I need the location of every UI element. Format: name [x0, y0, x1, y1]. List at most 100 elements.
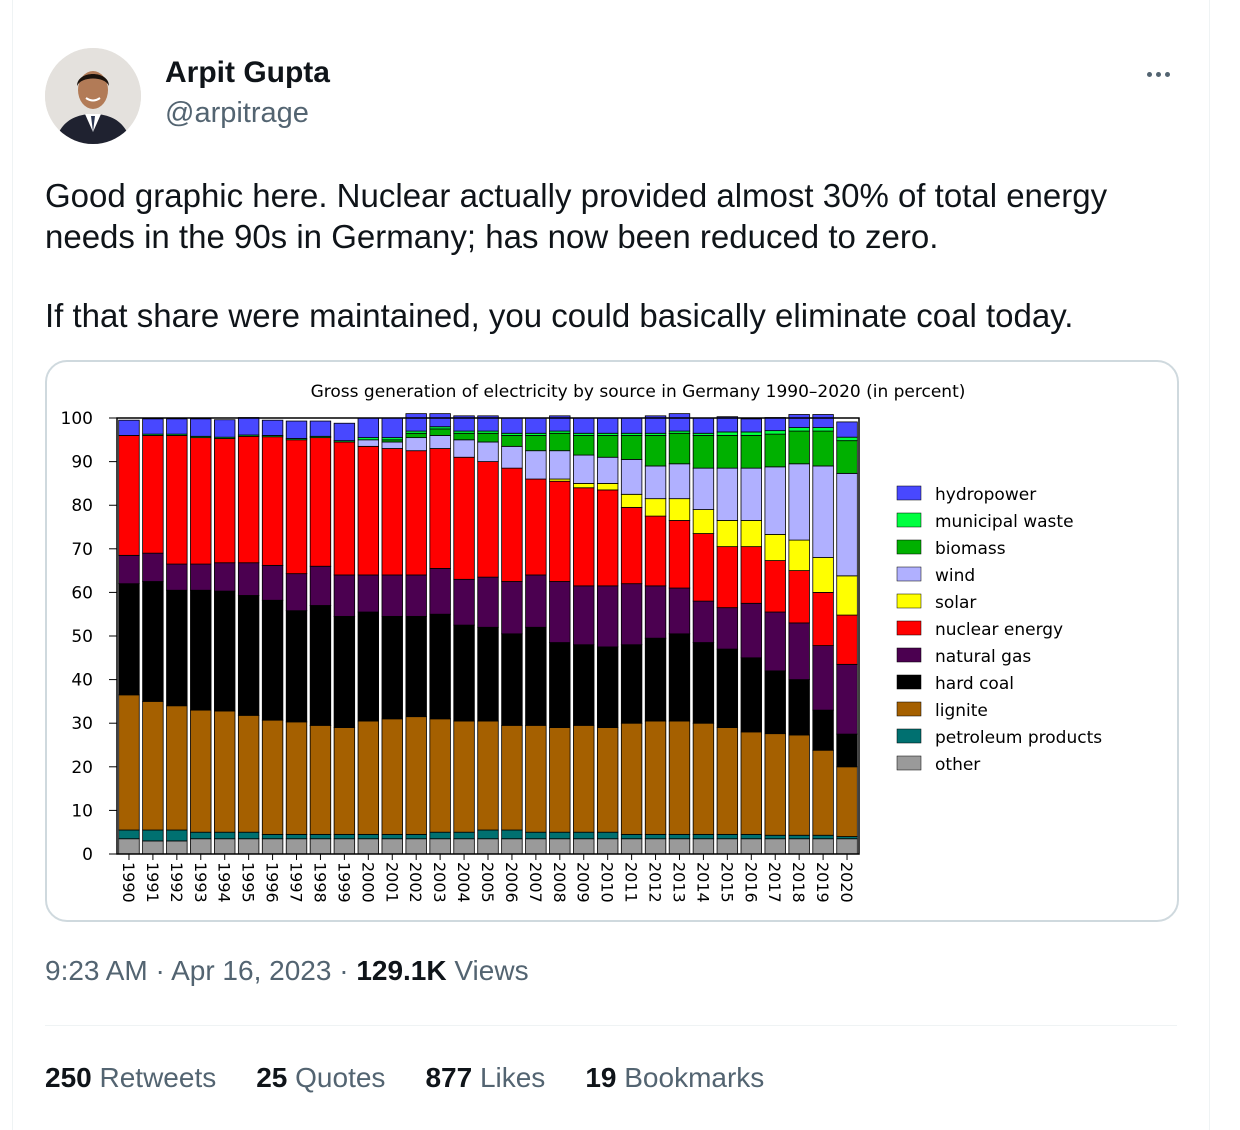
- bar-segment: [788, 622, 810, 681]
- bar-segment: [788, 734, 810, 836]
- bar-segment: [764, 560, 786, 613]
- bar-segment: [620, 722, 643, 835]
- bar-segment: [237, 562, 260, 596]
- bar-segment: [573, 585, 595, 646]
- bar-segment: [740, 602, 762, 659]
- bar-segment: [812, 709, 834, 751]
- tweet-time[interactable]: 9:23 AM: [45, 955, 148, 986]
- bar-segment: [214, 710, 236, 833]
- bar-segment: [525, 478, 547, 576]
- bar-segment: [357, 720, 380, 835]
- bar-segment: [692, 467, 715, 510]
- bar-segment: [716, 467, 739, 521]
- bar-segment: [405, 450, 427, 576]
- quotes-stat[interactable]: 25 Quotes: [256, 1062, 385, 1094]
- tweet-paragraph: If that share were maintained, you could…: [45, 297, 1074, 334]
- legend-swatch: [896, 647, 922, 663]
- bar-segment: [764, 534, 786, 561]
- legend-swatch: [896, 512, 922, 528]
- x-tick-label: 2006: [502, 862, 521, 903]
- x-tick-label: 2016: [741, 862, 760, 903]
- bar-segment: [836, 436, 858, 442]
- x-tick-label: 1999: [334, 862, 353, 903]
- bar-segment: [812, 645, 834, 711]
- bar-segment: [501, 435, 523, 447]
- bar-segment: [836, 440, 858, 474]
- bar-segment: [573, 644, 595, 726]
- bar-segment: [620, 833, 643, 840]
- bar-segment: [644, 515, 667, 587]
- bar-segment: [836, 766, 858, 837]
- legend-label: other: [935, 755, 980, 775]
- bar-segment: [261, 838, 284, 855]
- more-options-icon[interactable]: [1138, 60, 1178, 88]
- bar-segment: [692, 435, 715, 469]
- bar-segment: [620, 417, 643, 434]
- bar-segment: [812, 427, 834, 432]
- bar-segment: [740, 833, 762, 840]
- meta-separator: ·: [155, 955, 165, 986]
- bar-segment: [261, 719, 284, 835]
- bar-segment: [190, 563, 212, 591]
- bar-segment: [190, 838, 212, 855]
- bar-segment: [118, 829, 140, 840]
- bar-segment: [812, 465, 834, 558]
- bar-segment: [764, 417, 786, 432]
- bar-segment: [836, 733, 858, 768]
- bar-segment: [501, 724, 523, 831]
- bar-segment: [429, 613, 451, 720]
- bar-segment: [237, 831, 260, 840]
- bar-segment: [573, 838, 595, 855]
- bar-segment: [237, 714, 260, 833]
- author-name[interactable]: Arpit Gupta: [165, 56, 330, 89]
- bar-segment: [357, 838, 380, 855]
- legend-label: municipal waste: [935, 512, 1074, 532]
- bar-segment: [812, 838, 834, 855]
- bar-segment: [477, 415, 499, 432]
- bar-segment: [261, 599, 284, 721]
- bar-segment: [501, 829, 523, 840]
- bar-segment: [453, 415, 475, 432]
- bar-segment: [357, 574, 380, 613]
- bar-segment: [405, 437, 427, 452]
- bar-segment: [166, 435, 188, 565]
- bar-segment: [692, 833, 715, 840]
- bar-segment: [764, 430, 786, 435]
- tweet-date[interactable]: Apr 16, 2023: [171, 955, 332, 986]
- bar-segment: [501, 445, 523, 469]
- bar-segment: [668, 633, 691, 722]
- bar-segment: [764, 611, 786, 672]
- bar-segment: [573, 454, 595, 484]
- bar-segment: [525, 626, 547, 726]
- bar-segment: [309, 724, 332, 835]
- x-tick-label: 2002: [406, 862, 425, 903]
- legend-label: biomass: [935, 539, 1006, 559]
- bar-segment: [764, 670, 786, 735]
- likes-stat[interactable]: 877 Likes: [425, 1062, 545, 1094]
- y-tick-label: 30: [71, 714, 93, 734]
- bar-segment: [812, 414, 834, 428]
- x-tick-label: 2004: [454, 862, 473, 903]
- bookmarks-stat[interactable]: 19 Bookmarks: [585, 1062, 764, 1094]
- bar-segment: [596, 489, 619, 587]
- bar-segment: [692, 417, 715, 434]
- bar-segment: [405, 574, 427, 617]
- author-handle[interactable]: @arpitrage: [165, 97, 309, 129]
- x-tick-label: 1991: [143, 862, 162, 903]
- bar-segment: [596, 727, 619, 833]
- engagement-stats: 250 Retweets 25 Quotes 877 Likes 19 Book…: [45, 1062, 804, 1094]
- legend-swatch: [896, 701, 922, 717]
- bar-segment: [142, 840, 164, 855]
- avatar[interactable]: [45, 48, 141, 144]
- bar-segment: [788, 463, 810, 541]
- bar-segment: [549, 838, 571, 855]
- timeline-border-left: [12, 0, 13, 1130]
- retweets-stat[interactable]: 250 Retweets: [45, 1062, 216, 1094]
- tweet-paragraph: Good graphic here. Nuclear actually prov…: [45, 177, 1108, 255]
- quotes-label: Quotes: [295, 1062, 386, 1093]
- bar-segment: [477, 576, 499, 628]
- bar-segment: [405, 833, 427, 840]
- tweet-media-card[interactable]: Gross generation of electricity by sourc…: [45, 360, 1179, 922]
- bar-segment: [477, 626, 499, 722]
- bar-segment: [309, 420, 332, 437]
